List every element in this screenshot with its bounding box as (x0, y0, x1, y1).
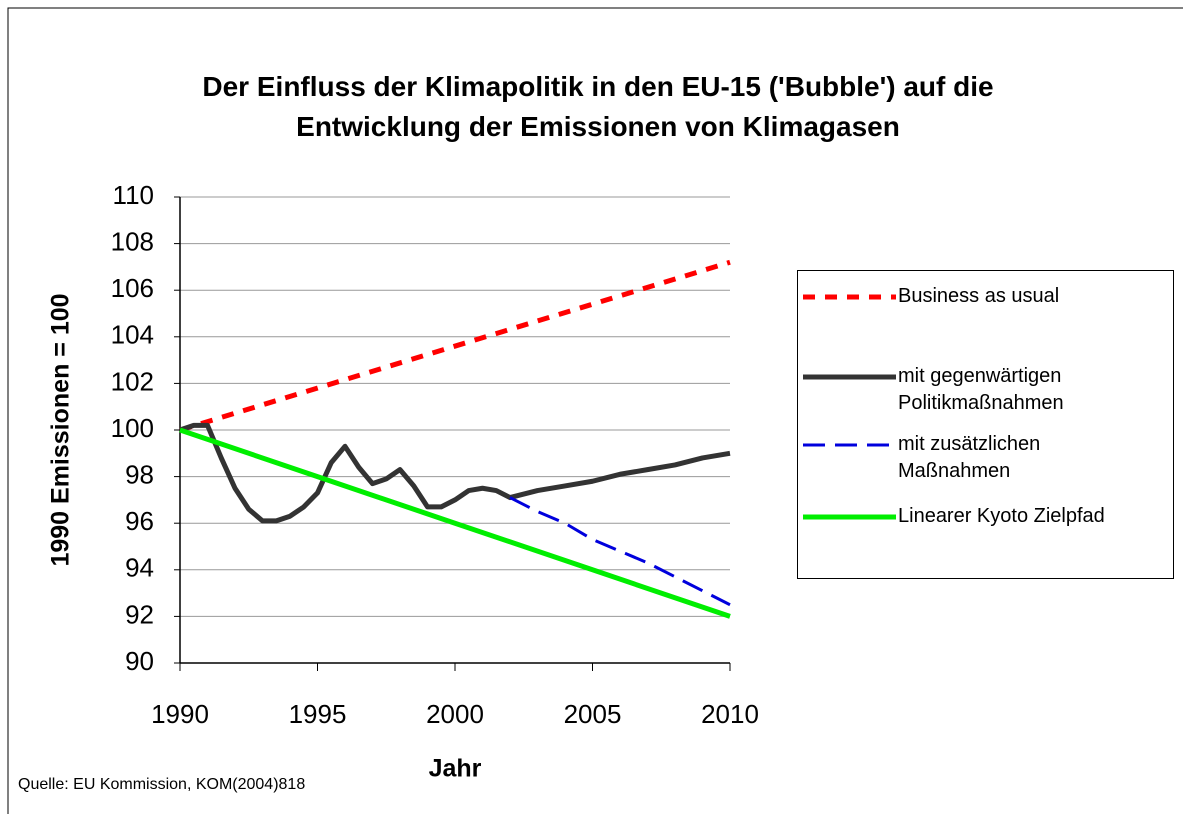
legend-item: mit zusätzlichen Maßnahmen (798, 431, 1040, 485)
legend-item: mit gegenwärtigen Politikmaßnahmen (798, 363, 1064, 417)
y-tick-label: 96 (125, 506, 154, 536)
y-axis-label: 1990 Emissionen = 100 (47, 293, 75, 566)
y-tick-label: 92 (125, 599, 154, 629)
y-tick-label: 110 (113, 180, 154, 210)
series-line (509, 496, 731, 607)
y-tick-label: 102 (111, 366, 154, 396)
legend-swatch (803, 374, 896, 380)
series-line (179, 422, 731, 524)
x-tick-label: 2010 (701, 699, 759, 729)
legend-item: Linearer Kyoto Zielpfad (798, 503, 1105, 530)
x-tick-label: 1995 (289, 699, 347, 729)
x-tick-label: 1990 (151, 699, 209, 729)
source: Quelle: EU Kommission, KOM(2004)818 (18, 776, 305, 793)
series-line (179, 427, 731, 619)
chart-title: Der Einfluss der Klimapolitik in den EU-… (202, 71, 993, 142)
legend-label: Business as usual (898, 285, 1060, 307)
x-tick-label: 2005 (564, 699, 622, 729)
legend-label: mit gegenwärtigen Politikmaßnahmen (898, 365, 1064, 414)
series-line (179, 259, 731, 433)
frame (7, 7, 1183, 814)
legend-swatch (803, 443, 896, 447)
y-tick-label: 98 (125, 459, 154, 489)
y-tick-label: 104 (111, 320, 154, 350)
y-tick-label: 108 (111, 226, 154, 256)
legend-item: Business as usual (798, 283, 1059, 310)
y-tick-label: 90 (125, 646, 154, 676)
legend: Business as usual mit gegenwärtigen Polit… (797, 270, 1174, 579)
legend-swatch (803, 294, 896, 300)
y-tick-label: 94 (125, 553, 154, 583)
legend-label: Linearer Kyoto Zielpfad (898, 505, 1105, 527)
legend-label: mit zusätzlichen Maßnahmen (898, 433, 1041, 482)
x-tick-label: 2000 (426, 699, 484, 729)
x-axis-label: Jahr (429, 755, 482, 783)
legend-swatch (803, 514, 896, 520)
y-tick-label: 100 (111, 413, 154, 443)
y-tick-label: 106 (111, 273, 154, 303)
